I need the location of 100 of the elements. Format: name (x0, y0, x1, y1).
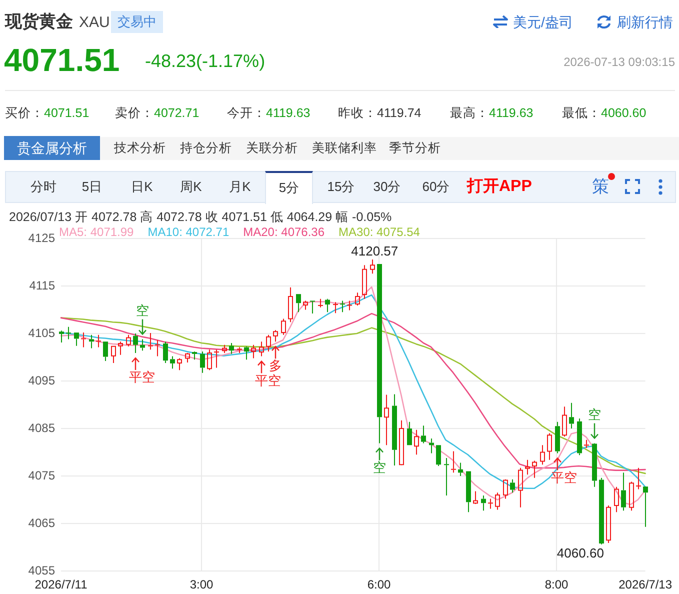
candlestick (170, 356, 175, 370)
candlestick (163, 341, 168, 364)
text: 日K (130, 178, 154, 196)
candlestick (296, 294, 301, 313)
candlestick (450, 450, 456, 474)
text: 分时 (30, 178, 58, 196)
text: 卖价： (115, 106, 154, 120)
tab-bar: 技术分析 持仓分析 关联分析 美联储利率 季节分析 (100, 137, 679, 160)
candlestick (370, 259, 375, 274)
candlestick (458, 462, 463, 476)
candlestick (288, 286, 293, 323)
text: 4119.63 (489, 106, 534, 120)
text: 4072.71 (154, 106, 200, 120)
candlestick (584, 439, 590, 448)
annotation: 4120.57 (351, 244, 398, 259)
candlestick (148, 332, 154, 350)
x-tick-label: 2026/7/11 (34, 578, 88, 592)
text: 买价： (5, 106, 44, 120)
candlestick (133, 333, 138, 354)
annotation: 空 (136, 302, 149, 318)
candlestick (481, 494, 486, 512)
candlestick (96, 334, 102, 348)
candlestick (244, 346, 249, 360)
candlestick (318, 298, 324, 308)
candlestick (392, 394, 397, 466)
annotation: 平空 (551, 470, 577, 485)
candlestick (111, 346, 116, 364)
candlestick (488, 498, 494, 510)
annotation: 平空 (255, 372, 281, 388)
text: 30分 (372, 178, 402, 196)
y-tick-label: 4095 (28, 373, 56, 388)
text: MA5: 4071.99 (59, 225, 134, 239)
chart-title: 现货黄金 XAU (5, 12, 110, 31)
y-tick-label: 4085 (28, 420, 56, 435)
candlestick (214, 349, 220, 368)
candlestick (436, 445, 441, 467)
candlestick (310, 300, 316, 314)
candlestick (59, 330, 64, 344)
annotation: 空 (373, 460, 386, 475)
candlestick (118, 341, 123, 356)
text: -48.23(-1.17%) (145, 50, 266, 73)
candlestick (643, 486, 648, 528)
text: 15分 (326, 178, 356, 196)
candlestick (473, 490, 478, 505)
text: 4060.60 (601, 106, 646, 120)
text: 5日 (80, 178, 104, 196)
y-tick-label: 4055 (28, 563, 56, 578)
candlestick (251, 344, 256, 359)
candlestick (592, 444, 597, 488)
text: 60分 (421, 178, 451, 196)
candlestick (614, 486, 619, 513)
candlestick (332, 302, 338, 314)
status-tag: 交易中 (111, 11, 163, 33)
chart-subtitle: 2026/07/13 开 4072.78 高 4072.78 收 4071.51 低 4064.29 幅 -0.05% (9, 209, 392, 225)
text: 美元/盎司 (513, 13, 573, 32)
y-tick-label: 4115 (29, 278, 56, 292)
text: 打开APP (467, 176, 532, 197)
candlestick (562, 406, 567, 438)
candlestick (259, 341, 264, 357)
candlestick (621, 472, 626, 512)
candlestick (66, 326, 72, 340)
x-tick-label: 8:00 (544, 578, 569, 592)
candlestick (569, 402, 574, 429)
candlestick (407, 421, 412, 446)
text: 今开： (227, 106, 266, 120)
candlestick (636, 467, 642, 490)
candlestick (154, 340, 160, 357)
candlestick (532, 460, 537, 478)
x-tick-label: 2026/7/13 (618, 578, 672, 592)
y-tick-label: 4105 (28, 326, 56, 340)
candlestick (103, 342, 108, 362)
candlestick (229, 342, 234, 354)
text: 策 (592, 176, 609, 198)
candlestick (384, 394, 389, 446)
text: 最高： (450, 106, 489, 120)
annotation: 多 (269, 358, 282, 374)
candlestick (421, 425, 426, 444)
candlestick (200, 351, 205, 374)
x-tick-label: 3:00 (190, 578, 214, 592)
annotation: 空 (588, 406, 601, 422)
candlestick (325, 298, 330, 313)
annotation: 4060.60 (556, 545, 604, 560)
candlestick (444, 457, 450, 496)
text: 最低： (562, 106, 601, 120)
text: MA10: 4072.71 (148, 225, 230, 239)
text: 月K (228, 178, 252, 196)
candlestick (340, 300, 346, 313)
candlestick (362, 264, 367, 300)
y-tick-label: 4125 (28, 230, 56, 245)
text: 周K (179, 178, 203, 196)
candlestick (414, 429, 419, 456)
text: 2026-07-13 09:03:15 (564, 54, 675, 70)
candlestick (74, 332, 79, 346)
text: 4119.63 (266, 106, 310, 120)
candlestick (547, 432, 552, 460)
text: 刷新行情 (617, 13, 673, 32)
text: 4119.74 (377, 106, 422, 120)
text: 4071.51 (44, 106, 90, 120)
candlestick (577, 418, 582, 456)
candlestick (192, 352, 197, 360)
